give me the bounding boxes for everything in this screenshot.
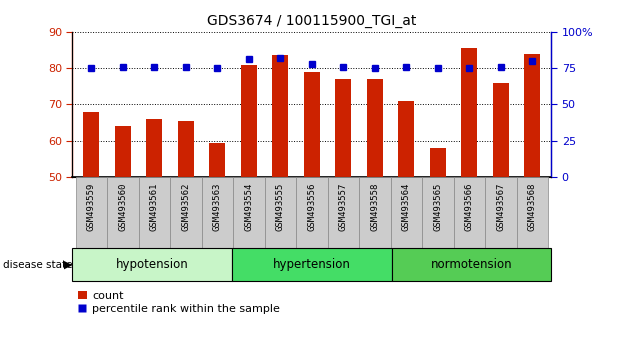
- Text: GSM493567: GSM493567: [496, 183, 505, 231]
- Bar: [76, 177, 107, 248]
- Text: GSM493568: GSM493568: [528, 183, 537, 231]
- Text: GSM493565: GSM493565: [433, 183, 442, 231]
- Text: hypertension: hypertension: [273, 258, 351, 271]
- Bar: [493, 82, 509, 177]
- Bar: [461, 48, 478, 177]
- Text: GSM493559: GSM493559: [87, 183, 96, 231]
- Bar: [304, 72, 320, 177]
- Bar: [524, 53, 541, 177]
- Text: GSM493566: GSM493566: [465, 183, 474, 231]
- Text: GSM493555: GSM493555: [276, 183, 285, 231]
- Text: GSM493561: GSM493561: [150, 183, 159, 231]
- Bar: [454, 177, 485, 248]
- Bar: [233, 177, 265, 248]
- Bar: [392, 248, 551, 281]
- Bar: [328, 177, 359, 248]
- Bar: [178, 121, 194, 177]
- Text: GSM493563: GSM493563: [213, 183, 222, 231]
- Bar: [139, 177, 170, 248]
- Bar: [170, 177, 202, 248]
- Legend: count, percentile rank within the sample: count, percentile rank within the sample: [78, 291, 280, 314]
- Text: GSM493562: GSM493562: [181, 183, 190, 231]
- Text: GSM493556: GSM493556: [307, 183, 316, 231]
- Title: GDS3674 / 100115900_TGI_at: GDS3674 / 100115900_TGI_at: [207, 14, 416, 28]
- Text: GSM493554: GSM493554: [244, 183, 253, 231]
- Bar: [399, 101, 415, 177]
- Bar: [485, 177, 517, 248]
- Bar: [241, 64, 257, 177]
- Bar: [146, 119, 163, 177]
- Bar: [202, 177, 233, 248]
- Bar: [107, 177, 139, 248]
- Bar: [517, 177, 548, 248]
- Bar: [359, 177, 391, 248]
- Bar: [391, 177, 422, 248]
- Text: hypotension: hypotension: [116, 258, 188, 271]
- Bar: [72, 248, 232, 281]
- Bar: [367, 79, 383, 177]
- Bar: [115, 126, 131, 177]
- Bar: [296, 177, 328, 248]
- Text: GSM493560: GSM493560: [118, 183, 127, 231]
- Bar: [422, 177, 454, 248]
- Text: disease state: disease state: [3, 259, 72, 270]
- Text: ▶: ▶: [64, 259, 72, 270]
- Bar: [336, 79, 352, 177]
- Text: GSM493557: GSM493557: [339, 183, 348, 231]
- Bar: [430, 148, 446, 177]
- Bar: [209, 143, 226, 177]
- Text: GSM493564: GSM493564: [402, 183, 411, 231]
- Text: normotension: normotension: [431, 258, 512, 271]
- Bar: [83, 112, 100, 177]
- Bar: [265, 177, 296, 248]
- Bar: [273, 56, 289, 177]
- Bar: [232, 248, 392, 281]
- Text: GSM493558: GSM493558: [370, 183, 379, 231]
